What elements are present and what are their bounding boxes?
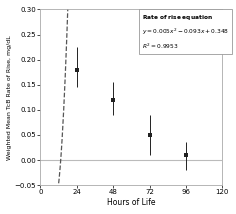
X-axis label: Hours of Life: Hours of Life	[107, 198, 156, 207]
Text: $\mathbf{Rate\ of\ rise\ equation}$
$y = 0.005x^2 - 0.093x + 0.348$
$R^2 = 0.995: $\mathbf{Rate\ of\ rise\ equation}$ $y =…	[142, 13, 229, 52]
Y-axis label: Weighted Mean TcB Rate of Rise, mg/dL: Weighted Mean TcB Rate of Rise, mg/dL	[7, 35, 12, 160]
